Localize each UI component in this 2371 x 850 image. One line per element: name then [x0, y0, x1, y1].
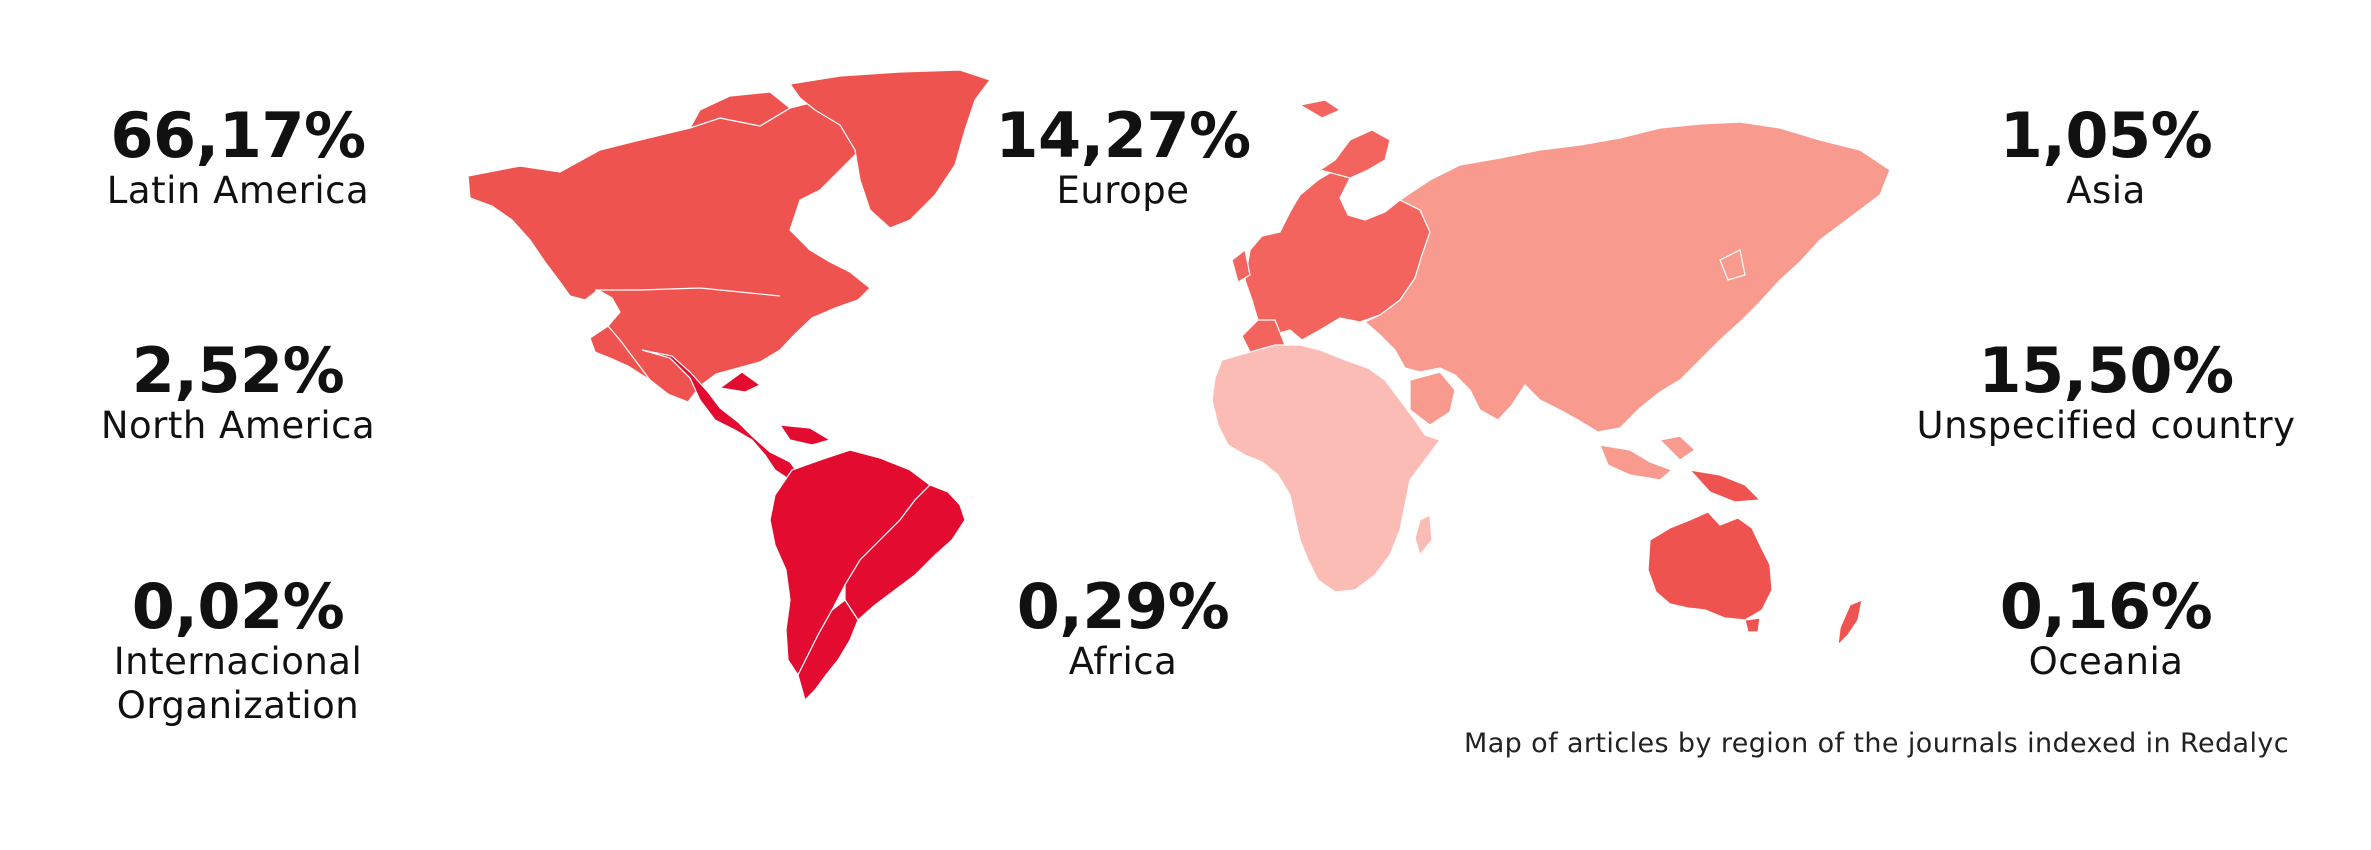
stat-north-america-percent: 2,52%	[131, 334, 345, 407]
map-region-asia	[1363, 121, 1891, 481]
stat-africa: 0,29% Africa	[913, 574, 1333, 684]
stat-asia: 1,05% Asia	[1896, 103, 2316, 213]
stat-international-percent: 0,02%	[131, 570, 345, 643]
stat-latin-america-label: Latin America	[106, 169, 370, 212]
stat-africa-label: Africa	[1068, 640, 1178, 683]
stat-latin-america-percent: 66,17%	[110, 99, 366, 172]
stat-oceania: 0,16% Oceania	[1896, 574, 2316, 684]
stat-africa-percent: 0,29%	[1016, 570, 1230, 643]
stat-europe-label: Europe	[1056, 169, 1190, 212]
stat-asia-label: Asia	[2066, 169, 2146, 212]
stat-unspecified-label: Unspecified country	[1916, 404, 2296, 447]
stat-unspecified-percent: 15,50%	[1978, 334, 2234, 407]
stat-oceania-label: Oceania	[2028, 640, 2184, 683]
map-region-oceania	[1647, 469, 1863, 647]
map-region-latin-america	[641, 349, 966, 702]
stat-oceania-percent: 0,16%	[1999, 570, 2213, 643]
map-region-greenland	[788, 69, 991, 229]
stat-north-america: 2,52% North America	[28, 338, 448, 448]
stat-international: 0,02% Internacional Organization	[28, 574, 448, 728]
stat-asia-percent: 1,05%	[1999, 99, 2213, 172]
stat-unspecified: 15,50% Unspecified country	[1896, 338, 2316, 448]
stat-europe-percent: 14,27%	[995, 99, 1251, 172]
stat-europe: 14,27% Europe	[913, 103, 1333, 213]
map-caption: Map of articles by region of the journal…	[1464, 728, 2289, 759]
stat-north-america-label: North America	[100, 404, 376, 447]
stat-latin-america: 66,17% Latin America	[28, 103, 448, 213]
stat-international-label: Internacional Organization	[113, 640, 363, 727]
map-region-north-america	[467, 91, 911, 403]
map-region-africa	[1211, 344, 1441, 593]
